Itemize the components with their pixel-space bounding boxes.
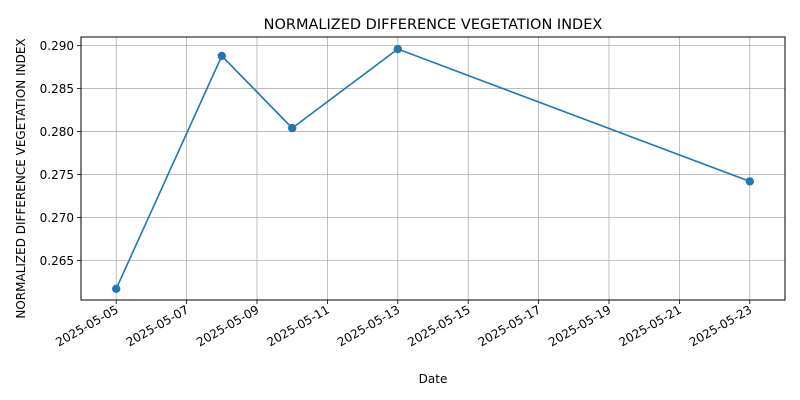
- data-point: [745, 177, 754, 186]
- y-tick-label: 0.285: [40, 82, 74, 96]
- data-point: [288, 123, 297, 133]
- plot-area-frame: [80, 36, 786, 301]
- y-axis-ticks: 0.265 0.270 0.275 0.280 0.285 0.290: [40, 39, 81, 268]
- y-tick-label: 0.265: [40, 254, 74, 268]
- chart-title: NORMALIZED DIFFERENCE VEGETATION INDEX: [264, 17, 603, 33]
- series-points-group: [112, 44, 754, 294]
- y-tick-label: 0.280: [40, 125, 74, 139]
- data-point: [217, 51, 226, 61]
- grid: [81, 37, 785, 300]
- x-axis-label: Date: [419, 372, 448, 386]
- y-tick-label: 0.270: [40, 211, 74, 225]
- y-tick-label: 0.275: [40, 168, 74, 182]
- y-axis-label: NORMALIZED DIFFERENCE VEGETATION INDEX: [14, 38, 28, 318]
- data-point: [112, 284, 121, 294]
- y-tick-label: 0.290: [40, 39, 74, 53]
- data-point: [393, 44, 402, 54]
